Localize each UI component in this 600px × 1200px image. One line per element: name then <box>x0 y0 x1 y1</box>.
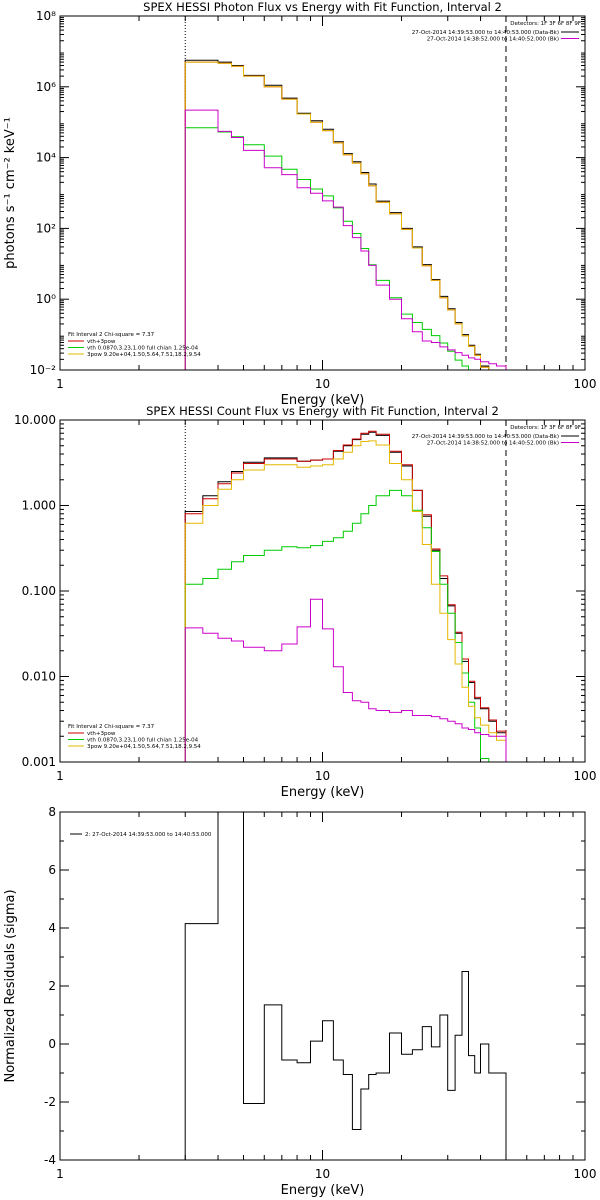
legend-top-right: Detectors: 1F 3F 6F 8F 9F 27-Oct-2014 14:… <box>412 21 581 43</box>
x-tick-label: 100 <box>574 1167 597 1181</box>
series-line-vth <box>184 127 469 370</box>
y-tick-label: 10⁶ <box>36 80 56 94</box>
x-axis-label: Energy (keV) <box>281 785 365 800</box>
y-tick-label: 6 <box>48 863 56 877</box>
legend-header: Fit Interval 2 Chi-square = 7.37 <box>68 724 155 730</box>
series-line-bk <box>184 109 507 370</box>
x-axis-label: Energy (keV) <box>281 393 365 408</box>
series-line-3pow <box>184 440 507 762</box>
x-tick-label: 100 <box>574 769 597 783</box>
chart-panel-2: SPEX HESSI Count Flux vs Energy with Fit… <box>14 404 597 800</box>
series-line-data-bk <box>184 431 507 762</box>
series-line-3pow <box>184 61 490 370</box>
plot-frame <box>59 419 586 763</box>
chart-title: SPEX HESSI Photon Flux vs Energy with Fi… <box>143 0 502 14</box>
x-tick-label: 1 <box>56 769 64 783</box>
y-tick-label: 4 <box>48 921 56 935</box>
legend-entry-text: 3pow 9.20e+04,1.50,5.64,7.51,18.2,9.54 <box>87 352 201 358</box>
legend-header: Fit Interval 2 Chi-square = 7.37 <box>68 332 155 338</box>
legend-top-left: 2: 27-Oct-2014 14:39:53.000 to 14:40:53.… <box>70 832 212 838</box>
y-tick-label: -2 <box>44 1095 56 1109</box>
legend-entry-text: 27-Oct-2014 14:39:53.000 to 14:40:53.000… <box>412 434 559 440</box>
series-line-vth <box>184 489 490 762</box>
y-tick-label: 10⁸ <box>36 9 56 23</box>
legend-header: Detectors: 1F 3F 6F 8F 9F <box>510 21 581 27</box>
x-tick-label: 100 <box>574 377 597 391</box>
x-tick-label: 10 <box>315 1167 330 1181</box>
y-tick-label: 10⁰ <box>36 292 56 306</box>
y-tick-label: 0.100 <box>22 584 56 598</box>
series-line-data-bk <box>184 59 490 370</box>
series-line-bk <box>184 598 507 762</box>
y-tick-label: 0.001 <box>22 755 56 769</box>
legend-entry-text: vth+3pow <box>87 731 116 737</box>
y-tick-label: 10² <box>36 221 56 235</box>
legend-top-right: Detectors: 1F 3F 6F 8F 9F 27-Oct-2014 14:… <box>412 425 581 447</box>
plot-frame <box>59 15 586 371</box>
legend-header: Detectors: 1F 3F 6F 8F 9F <box>510 425 581 431</box>
y-tick-label: -4 <box>44 1153 56 1167</box>
chart-panel-1: SPEX HESSI Photon Flux vs Energy with Fi… <box>3 0 597 408</box>
x-tick-label: 1 <box>56 1167 64 1181</box>
series-group <box>184 430 507 762</box>
y-axis-label: photons s⁻¹ cm⁻² keV⁻¹ <box>3 117 18 269</box>
x-tick-label: 10 <box>315 769 330 783</box>
legend-entry-text: vth 0.0870,3.23,1.00 full chian 1.25e-04 <box>87 346 199 352</box>
y-axis-label: Normalized Residuals (sigma) <box>3 889 18 1082</box>
series-line-vth-3pow <box>184 430 507 762</box>
series-line-residuals <box>184 812 507 1160</box>
plot-frame <box>59 811 586 1161</box>
legend-entry-text: vth 0.0870,3.23,1.00 full chian 1.25e-04 <box>87 738 199 744</box>
series-group <box>184 812 507 1160</box>
y-tick-label: 10⁻² <box>30 363 57 377</box>
x-tick-label: 1 <box>56 377 64 391</box>
chart-title: SPEX HESSI Count Flux vs Energy with Fit… <box>146 404 499 418</box>
legend-entry-text: 2: 27-Oct-2014 14:39:53.000 to 14:40:53.… <box>85 832 212 838</box>
y-tick-label: 2 <box>48 979 56 993</box>
y-tick-label: 10.000 <box>14 413 56 427</box>
chart-panel-3: Energy (keV) Normalized Residuals (sigma)… <box>3 805 596 1198</box>
x-axis-label: Energy (keV) <box>281 1183 365 1198</box>
x-tick-label: 10 <box>315 377 330 391</box>
y-tick-label: 1.000 <box>22 499 56 513</box>
legend-bottom-left: Fit Interval 2 Chi-square = 7.37vth+3pow… <box>68 332 201 358</box>
legend-bottom-left: Fit Interval 2 Chi-square = 7.37vth+3pow… <box>68 724 201 750</box>
legend-entry-text: 3pow 9.20e+04,1.50,5.64,7.51,18.2,9.54 <box>87 744 201 750</box>
y-tick-label: 0 <box>48 1037 56 1051</box>
legend-entry-text: 27-Oct-2014 14:38:52.000 to 14:40:52.000… <box>427 37 559 43</box>
legend-entry-text: vth+3pow <box>87 339 116 345</box>
y-tick-label: 8 <box>48 805 56 819</box>
y-tick-label: 10⁴ <box>36 151 56 165</box>
legend-entry-text: 27-Oct-2014 14:38:52.000 to 14:40:52.000… <box>427 441 559 447</box>
series-group <box>184 59 507 370</box>
y-tick-label: 0.010 <box>22 670 56 684</box>
legend-entry-text: 27-Oct-2014 14:39:53.000 to 14:40:53.000… <box>412 30 559 36</box>
series-line-vth-3pow <box>184 61 490 370</box>
